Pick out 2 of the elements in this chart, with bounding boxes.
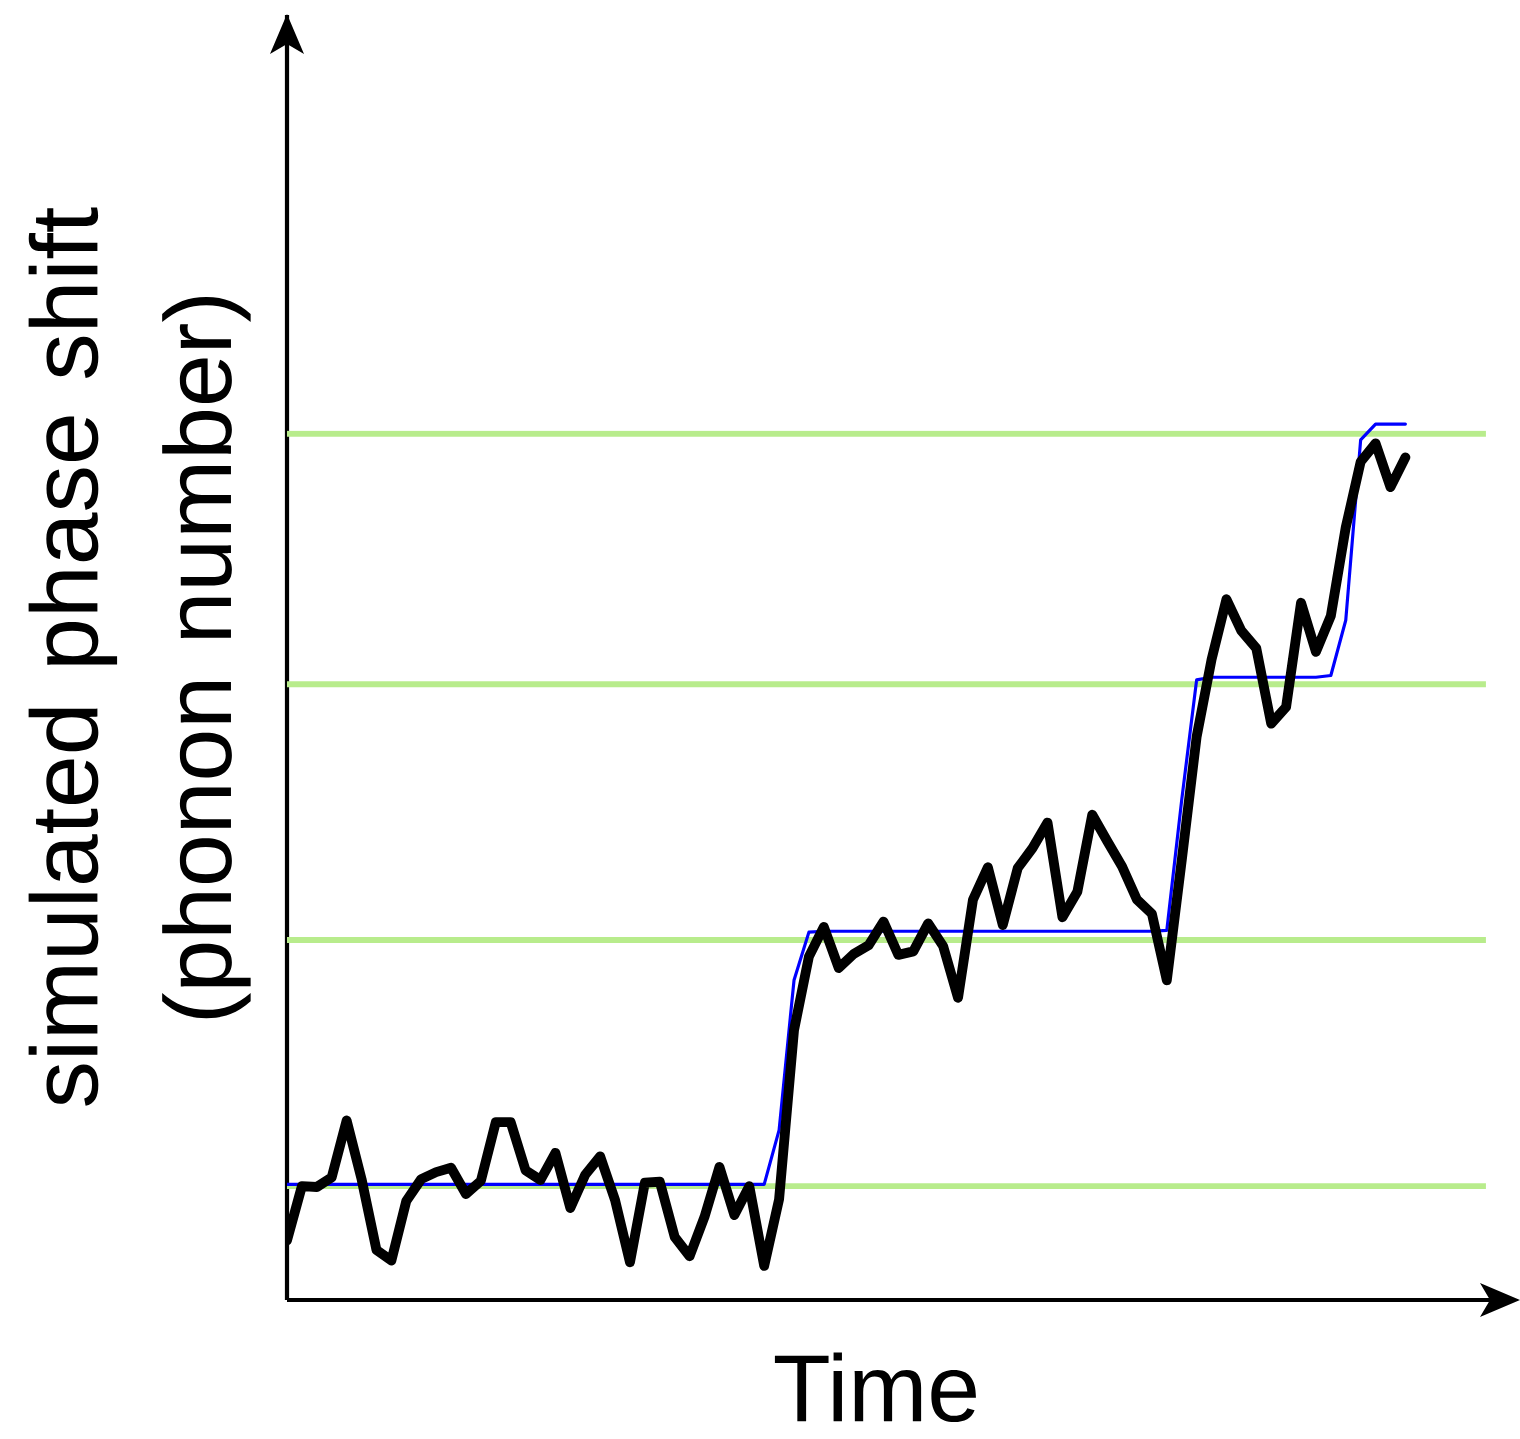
x-axis-title: Time [774,1352,976,1423]
y-axis-title: simulated phase shift (phonon number) [28,207,251,1106]
